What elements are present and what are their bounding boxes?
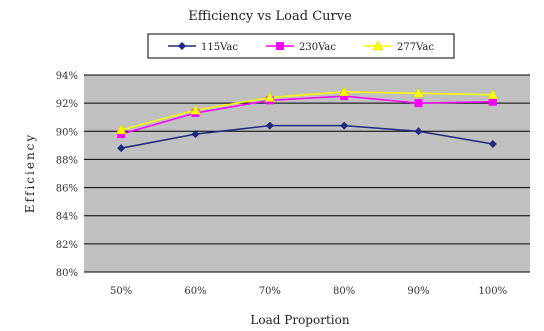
y-tick-label: 86% — [56, 184, 78, 195]
x-axis-label: Load Proportion — [250, 313, 349, 327]
legend-box — [147, 33, 455, 59]
data-point-230Vac — [414, 99, 423, 108]
x-tick-label: 100% — [479, 286, 508, 297]
x-tick-label: 80% — [333, 286, 355, 297]
data-point-277Vac — [487, 89, 499, 99]
data-point-115Vac — [340, 121, 349, 130]
y-tick-label: 88% — [56, 155, 78, 166]
y-axis-label: Efficiency — [23, 133, 37, 213]
y-tick-label: 90% — [56, 127, 78, 138]
legend-label: 115Vac — [201, 42, 238, 53]
x-tick-label: 50% — [110, 286, 132, 297]
x-tick-label: 90% — [407, 286, 429, 297]
series-line-230Vac — [120, 95, 493, 135]
legend: 115Vac 230Vac 277Vac — [147, 33, 455, 59]
data-point-115Vac — [265, 121, 274, 130]
y-tick-label: 92% — [56, 99, 78, 110]
x-tick-label: 60% — [184, 286, 206, 297]
y-tick-label: 80% — [56, 268, 78, 279]
legend-item: 277Vac — [364, 40, 434, 53]
data-point-230Vac — [488, 97, 497, 106]
data-point-277Vac — [338, 86, 350, 97]
x-axis-ticks: 50% 60% 70% 80% 90% 100% — [110, 286, 507, 297]
data-point-115Vac — [488, 139, 497, 148]
legend-item: 115Vac — [168, 42, 238, 53]
data-point-115Vac — [191, 130, 200, 139]
gridlines — [84, 74, 530, 273]
legend-item: 230Vac — [266, 42, 336, 53]
data-point-277Vac — [413, 87, 424, 98]
legend-marker — [276, 42, 284, 50]
chart-title: Efficiency vs Load Curve — [188, 9, 352, 24]
data-point-115Vac — [117, 144, 126, 153]
legend-marker — [372, 40, 384, 51]
y-tick-label: 94% — [56, 71, 78, 82]
data-point-277Vac — [264, 91, 276, 102]
legend-label: 230Vac — [299, 42, 336, 53]
x-tick-label: 70% — [259, 286, 281, 297]
series-lines — [120, 91, 493, 149]
y-axis-ticks: 80% 82% 84% 86% 88% 90% 92% 94% — [56, 71, 78, 279]
plot-area — [84, 75, 530, 272]
series-line-115Vac — [121, 124, 493, 149]
data-point-277Vac — [190, 104, 201, 115]
legend-label: 277Vac — [397, 42, 434, 53]
series-line-277Vac — [120, 91, 493, 131]
y-tick-label: 84% — [56, 212, 78, 223]
legend-marker — [178, 42, 186, 50]
series-markers — [115, 86, 499, 153]
y-tick-label: 82% — [56, 240, 78, 251]
data-point-115Vac — [414, 127, 423, 136]
data-point-277Vac — [115, 124, 127, 135]
